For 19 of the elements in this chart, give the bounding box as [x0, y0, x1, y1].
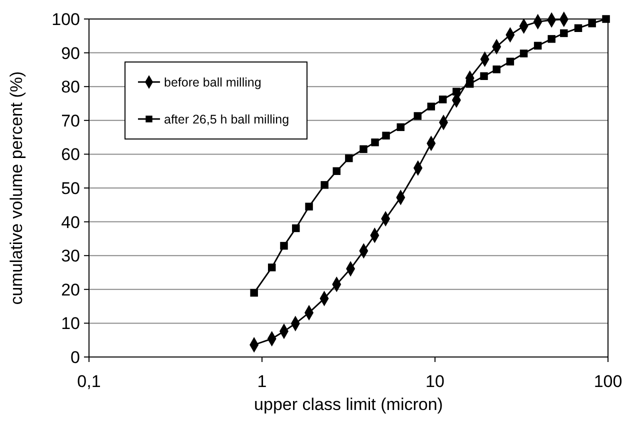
y-tick-label: 90 [61, 44, 80, 63]
legend-label: after 26,5 h ball milling [164, 112, 290, 126]
y-tick-label: 70 [61, 111, 80, 130]
y-tick-label: 60 [61, 145, 80, 164]
y-tick-label: 10 [61, 314, 80, 334]
x-tick-label: 10 [426, 372, 444, 391]
x-tick-label: 100 [594, 372, 622, 391]
legend-label: before ball milling [164, 75, 262, 90]
y-tick-label: 100 [52, 10, 80, 29]
y-tick-label: 40 [61, 212, 80, 232]
y-axis-title: cumulative volume percent (%) [7, 71, 26, 305]
x-tick-label: 1 [257, 372, 267, 391]
x-tick-label: 0,1 [77, 372, 101, 391]
y-tick-label: 0 [70, 348, 80, 367]
y-tick-label: 30 [61, 246, 80, 266]
y-tick-label: 20 [61, 280, 80, 300]
y-tick-label: 80 [61, 78, 80, 97]
x-axis-title: upper class limit (micron) [254, 395, 443, 414]
y-tick-label: 50 [61, 178, 80, 198]
